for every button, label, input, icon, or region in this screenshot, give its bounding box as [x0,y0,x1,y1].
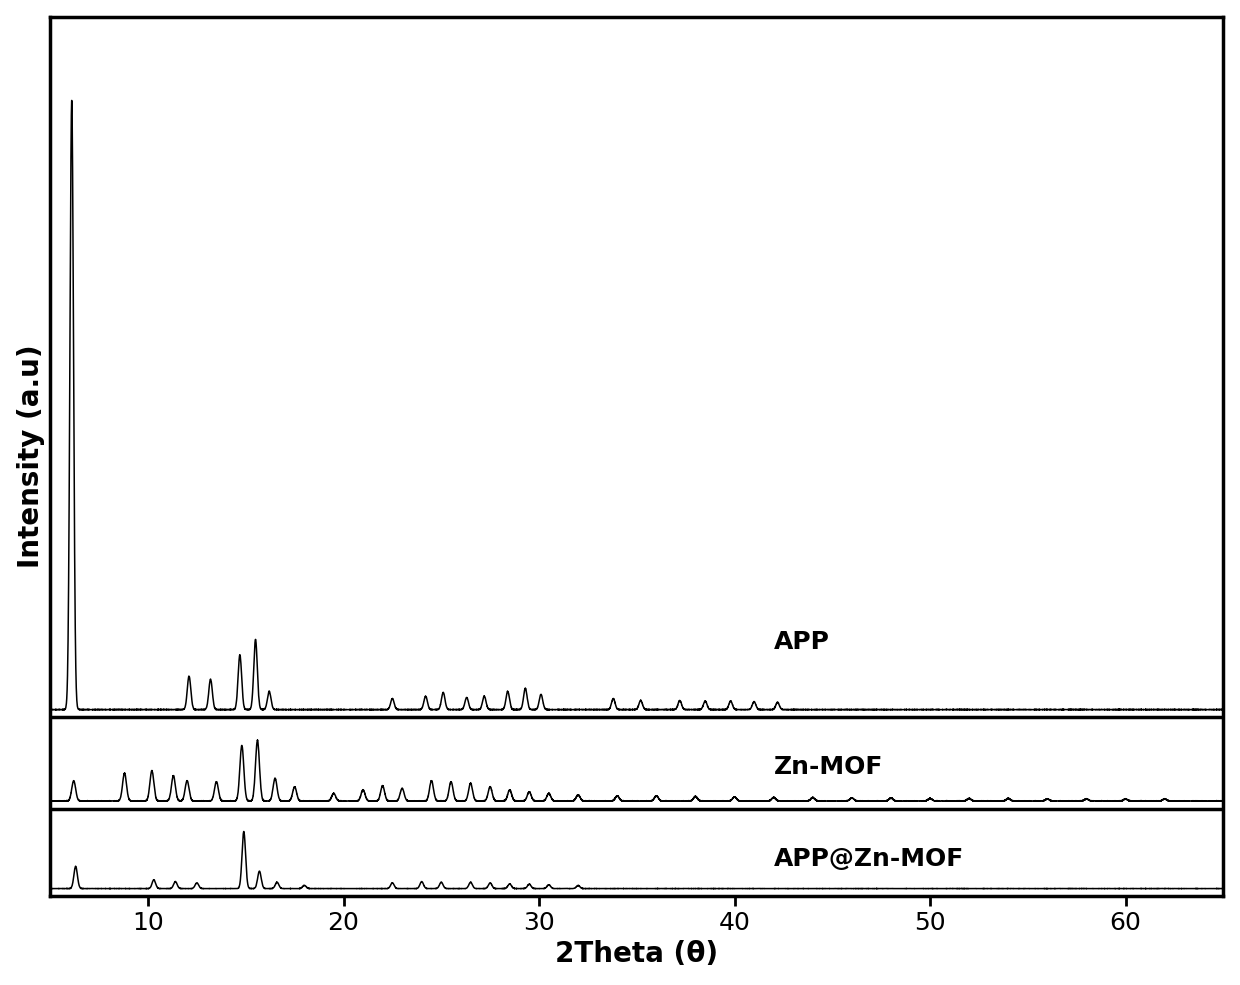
Text: APP: APP [774,629,830,654]
Text: APP@Zn-MOF: APP@Zn-MOF [774,847,963,871]
X-axis label: 2Theta (θ): 2Theta (θ) [556,941,718,968]
Y-axis label: Intensity (a.u): Intensity (a.u) [16,345,45,568]
Text: Zn-MOF: Zn-MOF [774,755,883,779]
